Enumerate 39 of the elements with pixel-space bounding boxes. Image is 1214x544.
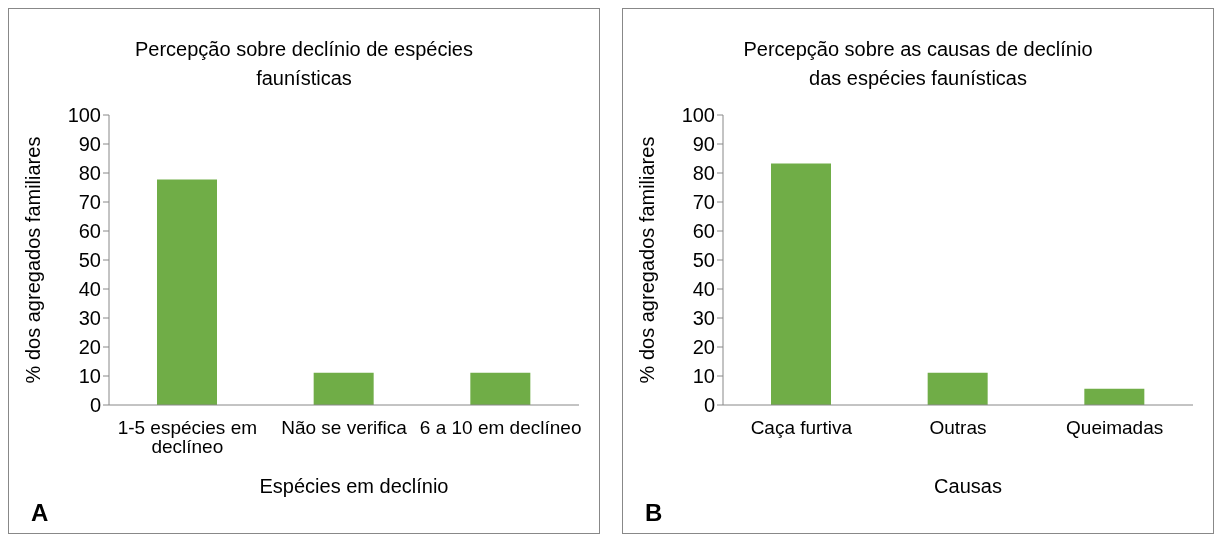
y-tick-label: 0 [89,394,101,417]
y-tick-label: 60 [78,220,101,243]
x-tick-label: Não se verifica [281,417,408,439]
y-tick-label: 10 [78,365,101,388]
text: B [645,499,663,527]
y-tick-label: 60 [692,220,715,243]
text: A [31,499,49,527]
y-tick-label: 50 [692,249,715,272]
y-tick-label: 20 [78,336,101,359]
bar [927,372,988,405]
chart-title: Percepção sobre declínio de espécies faunísticas [134,37,474,91]
y-tick-label: 100 [67,104,101,127]
y-tick-label: 0 [703,394,715,417]
y-tick-label: 70 [78,191,101,214]
y-tick-label: 30 [692,307,715,330]
y-tick-label: 90 [692,133,715,156]
bar [1084,388,1145,405]
x-axis-title: Causas [933,475,1003,498]
y-axis-title: % dos agregados familiares [22,136,45,384]
x-tick-label: Queimadas [1066,417,1164,439]
y-tick-label: 40 [78,278,101,301]
y-tick-label: 30 [78,307,101,330]
x-tick-label: Outras [929,417,987,439]
y-tick-label: 80 [692,162,715,185]
x-tick-label: Caça furtiva [750,417,853,439]
y-tick-label: 80 [78,162,101,185]
x-tick-label: 6 a 10 em declíneo [419,417,582,439]
y-tick-label: 20 [692,336,715,359]
y-tick-label: 90 [78,133,101,156]
x-axis-title: Espécies em declínio [258,475,450,498]
y-tick-label: 10 [692,365,715,388]
y-tick-label: 40 [692,278,715,301]
y-tick-label: 70 [692,191,715,214]
y-tick-label: 100 [681,104,715,127]
x-tick-label: 1-5 espécies em declíneo [117,417,258,458]
y-tick-label: 50 [78,249,101,272]
bar [771,163,831,405]
y-axis-title: % dos agregados familiares [636,136,659,384]
chart-title: Percepção sobre as causas de declínio das espécies faunísticas [742,37,1094,91]
